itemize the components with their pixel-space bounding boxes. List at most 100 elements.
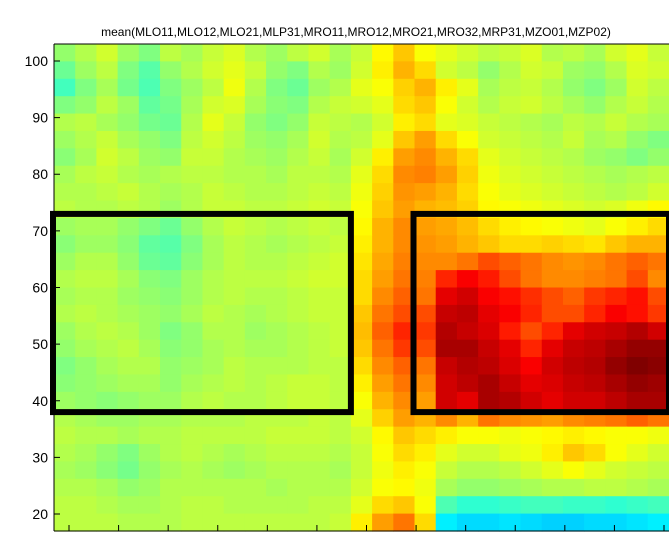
heatmap-cell [605,183,628,202]
heatmap-cell [520,44,543,62]
heatmap-cell [202,235,225,254]
heatmap-cell [393,426,416,445]
heatmap-cell [202,391,225,410]
heatmap-cell [414,148,437,167]
heatmap-cell [562,304,585,323]
heatmap-cell [96,513,119,532]
heatmap-cell [117,461,140,480]
heatmap-cell [202,165,225,184]
heatmap-cell [202,496,225,515]
heatmap-cell [117,444,140,463]
heatmap-cell [287,287,310,306]
heatmap-cell [54,391,76,410]
heatmap-cell [223,96,246,115]
heatmap-cell [456,235,479,254]
heatmap-cell [562,357,585,376]
heatmap-cell [54,287,76,306]
heatmap-cell [605,357,628,376]
heatmap-cell [562,217,585,236]
heatmap-cell [266,374,288,393]
heatmap-cell [75,339,98,358]
heatmap-cell [138,304,161,323]
heatmap-cell [181,96,204,115]
heatmap-cell [584,235,606,254]
heatmap-cell [266,235,288,254]
heatmap-cell [520,461,543,480]
heatmap-cell [181,374,204,393]
heatmap-cell [329,304,352,323]
heatmap-cell [329,96,352,115]
heatmap-cell [478,304,500,323]
heatmap-cell [584,270,606,289]
heatmap-cell [562,78,585,97]
heatmap-cell [160,183,182,202]
heatmap-cell [584,461,606,480]
heatmap-cell [244,183,267,202]
heatmap-cell [647,78,669,97]
heatmap-cell [287,217,310,236]
heatmap-cell [414,374,437,393]
heatmap-cell [117,496,140,515]
heatmap-cell [626,461,649,480]
heatmap-cell [562,513,585,532]
heatmap-cell [584,287,606,306]
heatmap-cell [138,96,161,115]
heatmap-cell [562,374,585,393]
heatmap-cell [393,235,416,254]
heatmap-cell [160,113,182,132]
heatmap-cell [308,165,331,184]
heatmap-cell [54,61,76,80]
heatmap-cell [75,391,98,410]
heatmap-cell [456,252,479,271]
heatmap-cell [393,78,416,97]
heatmap-cell [499,130,522,149]
heatmap-cell [117,391,140,410]
heatmap-cell [541,130,564,149]
heatmap-cell [329,78,352,97]
heatmap-cell [266,287,288,306]
heatmap-cell [584,130,606,149]
heatmap-cell [202,96,225,115]
heatmap-cell [202,478,225,497]
heatmap-cell [605,252,628,271]
heatmap-cell [605,165,628,184]
heatmap-cell [202,444,225,463]
heatmap-cell [541,252,564,271]
heatmap-cell [456,61,479,80]
heatmap-cell [181,426,204,445]
heatmap-cell [520,113,543,132]
heatmap-cell [329,513,352,532]
heatmap-cell [478,287,500,306]
heatmap-cell [647,304,669,323]
heatmap-cell [329,426,352,445]
heatmap-cell [117,426,140,445]
heatmap-cell [160,217,182,236]
heatmap-cell [266,44,288,62]
heatmap-cell [562,287,585,306]
heatmap-cell [160,461,182,480]
heatmap-cell [647,426,669,445]
heatmap-cell [160,322,182,341]
heatmap-cell [202,304,225,323]
heatmap-cell [223,322,246,341]
heatmap-cell [202,130,225,149]
heatmap-cell [541,78,564,97]
heatmap-cell [96,61,119,80]
heatmap-cell [626,96,649,115]
heatmap-cell [456,44,479,62]
heatmap-cell [117,148,140,167]
heatmap-cell [244,78,267,97]
heatmap-cell [75,78,98,97]
heatmap-cell [414,426,437,445]
heatmap-cell [160,444,182,463]
heatmap-cell [478,113,500,132]
heatmap-cell [435,374,458,393]
heatmap-cell [350,78,373,97]
heatmap-cell [350,44,373,62]
heatmap-cell [266,339,288,358]
heatmap-cell [244,426,267,445]
heatmap-cell [562,339,585,358]
heatmap-cell [562,391,585,410]
heatmap-cell [223,165,246,184]
heatmap-cell [329,322,352,341]
